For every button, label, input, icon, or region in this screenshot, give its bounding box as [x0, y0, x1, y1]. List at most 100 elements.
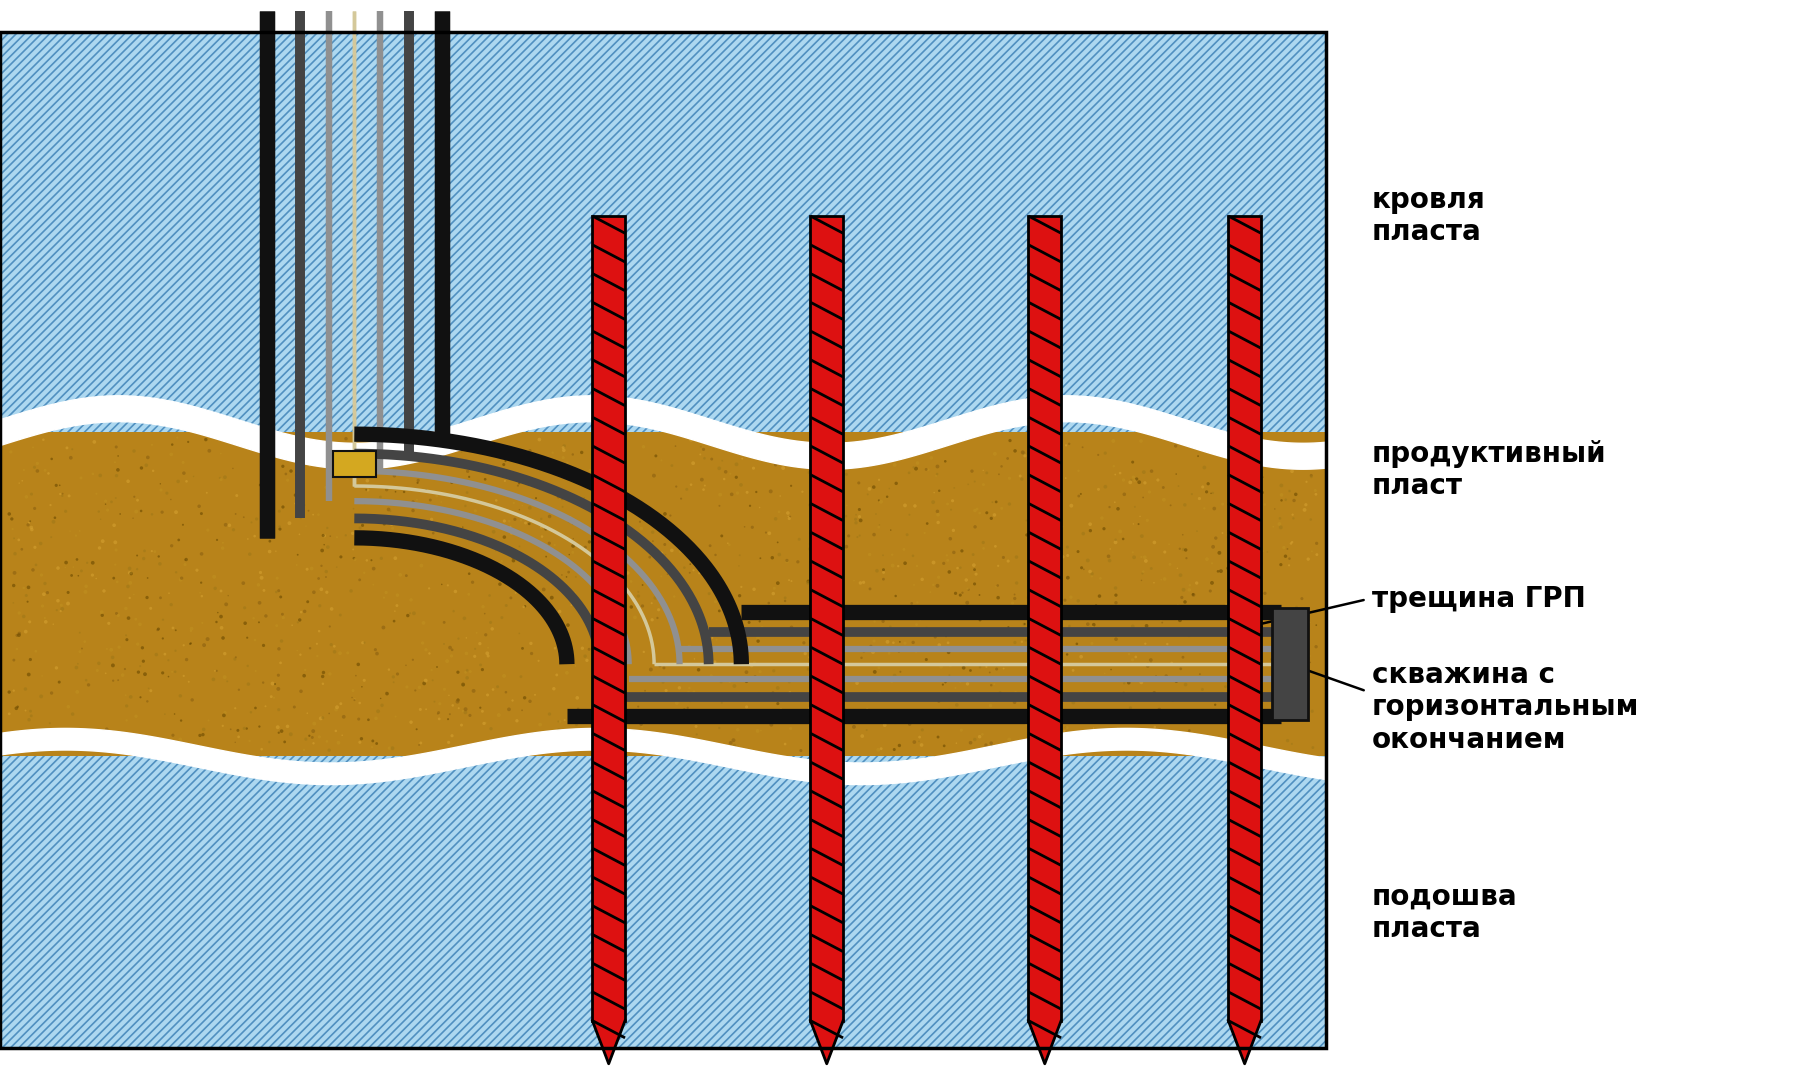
Point	[249, 582, 278, 599]
Point	[116, 565, 145, 582]
Point	[556, 509, 585, 526]
Point	[211, 596, 240, 613]
Point	[1012, 512, 1041, 529]
Point	[412, 701, 442, 718]
Point	[307, 710, 336, 727]
Point	[578, 732, 607, 750]
Point	[947, 542, 976, 559]
Point	[1121, 737, 1150, 754]
Point	[491, 684, 520, 701]
Point	[434, 711, 463, 728]
Point	[1036, 491, 1065, 509]
Point	[696, 667, 725, 685]
Point	[685, 446, 714, 463]
Point	[701, 621, 730, 638]
Point	[443, 473, 472, 490]
Bar	[0, 756, 1326, 1048]
Point	[794, 458, 823, 475]
Point	[1019, 484, 1048, 501]
Point	[340, 691, 369, 708]
Point	[941, 679, 970, 697]
Point	[796, 625, 825, 643]
Point	[45, 674, 74, 691]
Point	[932, 496, 961, 513]
Point	[1139, 734, 1168, 752]
Point	[76, 737, 105, 754]
Point	[322, 723, 351, 740]
Point	[100, 516, 129, 534]
Point	[776, 477, 805, 495]
Point	[1143, 471, 1172, 488]
Point	[323, 699, 352, 716]
Point	[1212, 595, 1241, 612]
Point	[501, 584, 531, 602]
Point	[1201, 697, 1230, 714]
Point	[311, 478, 340, 496]
Point	[1219, 538, 1248, 555]
Point	[38, 616, 67, 633]
Point	[207, 471, 236, 488]
Point	[71, 672, 100, 689]
Point	[627, 718, 656, 735]
Point	[988, 549, 1018, 566]
Point	[418, 438, 447, 456]
Point	[843, 528, 872, 545]
Point	[778, 572, 807, 590]
Point	[113, 712, 142, 729]
Point	[972, 607, 1001, 624]
Bar	[1272, 608, 1308, 720]
Point	[105, 740, 134, 757]
Point	[265, 521, 294, 538]
Point	[311, 446, 340, 463]
Point	[107, 666, 136, 684]
Point	[589, 568, 618, 585]
Point	[758, 716, 787, 733]
Point	[113, 473, 142, 490]
Point	[1117, 739, 1147, 756]
Point	[185, 498, 214, 515]
Bar	[0, 756, 1326, 1048]
Point	[418, 672, 447, 689]
Point	[1121, 498, 1150, 515]
Point	[1047, 701, 1076, 718]
Point	[20, 500, 49, 517]
Point	[1001, 634, 1030, 651]
Point	[611, 552, 640, 569]
Point	[774, 603, 803, 620]
Point	[616, 572, 645, 590]
Point	[1199, 484, 1228, 501]
Point	[1194, 475, 1223, 492]
Point	[1139, 684, 1168, 701]
Point	[287, 510, 316, 527]
Point	[1068, 438, 1097, 456]
Point	[442, 457, 471, 474]
Point	[0, 545, 29, 563]
Point	[240, 632, 269, 649]
Point	[216, 720, 245, 738]
Point	[176, 635, 205, 652]
Point	[100, 534, 129, 551]
Point	[1190, 500, 1219, 517]
Point	[322, 701, 351, 718]
Point	[293, 593, 322, 610]
Point	[1030, 626, 1059, 644]
Point	[309, 664, 338, 681]
Point	[269, 498, 298, 515]
Point	[916, 432, 945, 449]
Point	[1130, 635, 1159, 652]
Point	[118, 510, 147, 527]
Point	[1107, 688, 1136, 705]
Point	[100, 454, 129, 471]
Point	[345, 733, 374, 751]
Point	[265, 502, 294, 519]
Point	[965, 611, 994, 629]
Point	[1119, 549, 1148, 566]
Point	[701, 631, 730, 648]
Point	[1038, 480, 1067, 497]
Point	[113, 578, 142, 595]
Point	[173, 473, 202, 490]
Point	[298, 729, 327, 746]
Point	[778, 619, 807, 636]
Point	[732, 484, 761, 501]
Point	[472, 481, 501, 498]
